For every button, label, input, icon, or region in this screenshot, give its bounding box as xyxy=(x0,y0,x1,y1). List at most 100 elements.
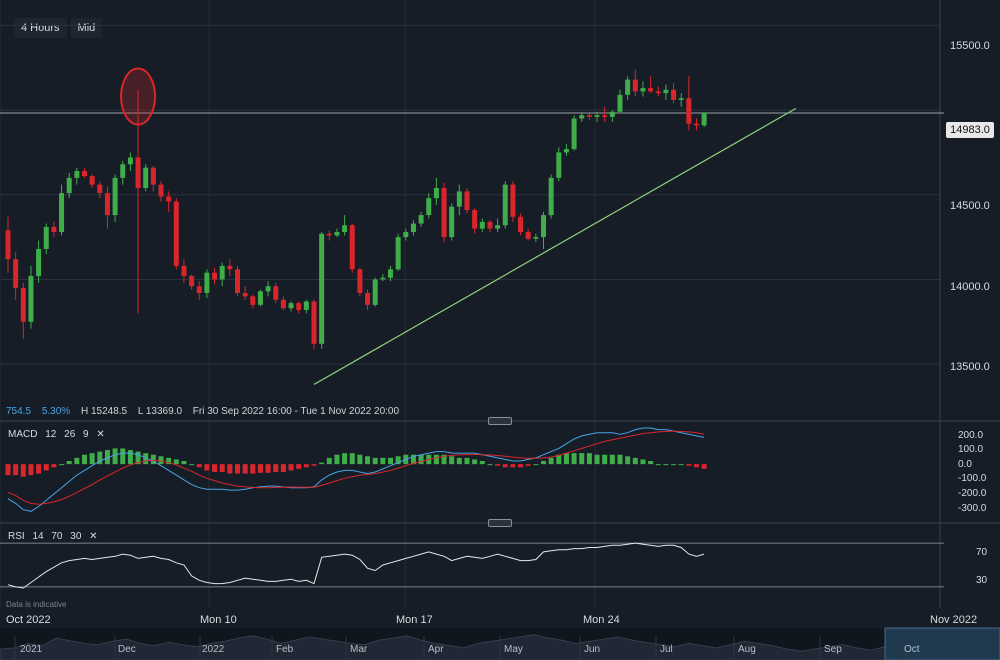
macd-histogram-bar xyxy=(311,464,317,466)
navigator-label: Jun xyxy=(584,644,601,655)
candle-body xyxy=(395,237,401,270)
macd-name: MACD xyxy=(8,429,38,440)
macd-histogram-bar xyxy=(602,454,608,465)
candle-body xyxy=(349,225,355,270)
candle-body xyxy=(541,215,546,238)
macd-histogram-bar xyxy=(166,457,172,465)
macd-histogram-bar xyxy=(632,457,638,465)
info-low: L 13369.0 xyxy=(137,406,183,417)
macd-histogram-bar xyxy=(479,461,485,465)
trend-line xyxy=(313,107,797,385)
candle-body xyxy=(556,152,562,178)
candle-body xyxy=(441,187,447,238)
macd-histogram-bar xyxy=(219,464,225,472)
candle-body xyxy=(43,226,49,249)
macd-line xyxy=(7,427,705,512)
candle-body xyxy=(456,191,462,207)
navigator-label: 2022 xyxy=(202,644,225,655)
candle-body xyxy=(571,118,577,150)
macd-histogram-bar xyxy=(265,464,271,473)
candle-body xyxy=(449,206,455,238)
macd-tick: 200.0 xyxy=(958,430,984,441)
y-tick-label: 14000.0 xyxy=(950,281,990,293)
navigator-label: May xyxy=(504,644,523,655)
macd-histogram-bar xyxy=(464,457,470,465)
close-icon[interactable]: ✕ xyxy=(96,429,105,440)
macd-histogram-bar xyxy=(112,448,118,465)
macd-histogram-bar xyxy=(250,464,256,474)
candle-body xyxy=(403,232,409,238)
pane-resize-handle[interactable] xyxy=(488,417,512,425)
rsi-pane xyxy=(0,522,1000,589)
candle-body xyxy=(20,287,26,322)
candle-body xyxy=(342,225,348,233)
candle-body xyxy=(196,286,202,293)
candle-body xyxy=(632,79,638,92)
macd-histogram-bar xyxy=(640,459,646,465)
candle-body xyxy=(495,225,501,229)
macd-histogram-bar xyxy=(51,464,57,468)
y-tick-label: 13500.0 xyxy=(950,361,990,373)
candle-body xyxy=(51,226,57,233)
macd-histogram-bar xyxy=(173,459,179,465)
info-range: Fri 30 Sep 2022 16:00 - Tue 1 Nov 2022 2… xyxy=(192,406,400,417)
candle-body xyxy=(609,111,615,117)
candle-body xyxy=(326,233,332,236)
macd-histogram-bar xyxy=(242,464,248,474)
candle-body xyxy=(82,171,87,177)
macd-histogram-bar xyxy=(288,464,294,471)
macd-histogram-bar xyxy=(533,464,539,466)
macd-histogram-bar xyxy=(158,456,164,465)
close-icon[interactable]: ✕ xyxy=(89,531,98,542)
macd-histogram-bar xyxy=(319,462,325,465)
pane-resize-handle[interactable] xyxy=(488,519,512,527)
macd-histogram-bar xyxy=(502,464,508,468)
candle-body xyxy=(579,115,585,119)
rsi-line xyxy=(7,542,705,589)
candle-body xyxy=(686,98,692,124)
macd-histogram-bar xyxy=(212,464,218,472)
macd-histogram-bar xyxy=(13,464,19,476)
candle-body xyxy=(235,269,240,293)
candle-body xyxy=(426,198,432,216)
candle-body xyxy=(678,98,684,100)
overlays xyxy=(120,67,797,385)
macd-histogram-bar xyxy=(36,464,42,474)
macd-histogram-bar xyxy=(189,464,195,466)
candle-body xyxy=(602,115,608,117)
macd-histogram-bar xyxy=(671,464,677,466)
candle-body xyxy=(257,291,263,305)
macd-histogram-bar xyxy=(204,464,210,471)
x-axis-label: Mon 10 xyxy=(200,614,237,626)
x-axis-label: Oct 2022 xyxy=(6,614,51,626)
candle-body xyxy=(89,176,95,185)
navigator xyxy=(0,627,1000,660)
navigator-label: Jul xyxy=(660,644,673,655)
macd-histogram-bar xyxy=(510,464,516,468)
candle-body xyxy=(166,196,172,202)
macd-tick: 100.0 xyxy=(958,444,984,455)
candle-body xyxy=(625,79,631,95)
macd-histogram-bar xyxy=(89,453,95,465)
navigator-label: Dec xyxy=(118,644,136,655)
macd-histogram-bar xyxy=(181,461,187,465)
candle-body xyxy=(510,184,516,217)
rsi-tick: 70 xyxy=(976,547,988,558)
macd-label: MACD 12 26 9 ✕ xyxy=(8,429,110,440)
macd-histogram-bar xyxy=(487,464,493,466)
candle-body xyxy=(219,265,225,280)
macd-histogram-bar xyxy=(296,464,302,469)
macd-histogram-bar xyxy=(342,453,348,465)
y-tick-label: 15500.0 xyxy=(950,40,990,52)
macd-histogram-bar xyxy=(326,457,332,465)
candle-body xyxy=(388,269,393,278)
macd-histogram-bar xyxy=(235,464,240,474)
info-line: 754.5 5.30% H 15248.5 L 13369.0 Fri 30 S… xyxy=(6,406,407,417)
macd-histogram-bar xyxy=(104,450,110,465)
macd-histogram-bar xyxy=(586,453,592,465)
candle-body xyxy=(242,292,248,297)
candle-body xyxy=(334,232,340,236)
rsi-tick: 30 xyxy=(976,575,988,586)
macd-histogram-bar xyxy=(418,454,424,465)
